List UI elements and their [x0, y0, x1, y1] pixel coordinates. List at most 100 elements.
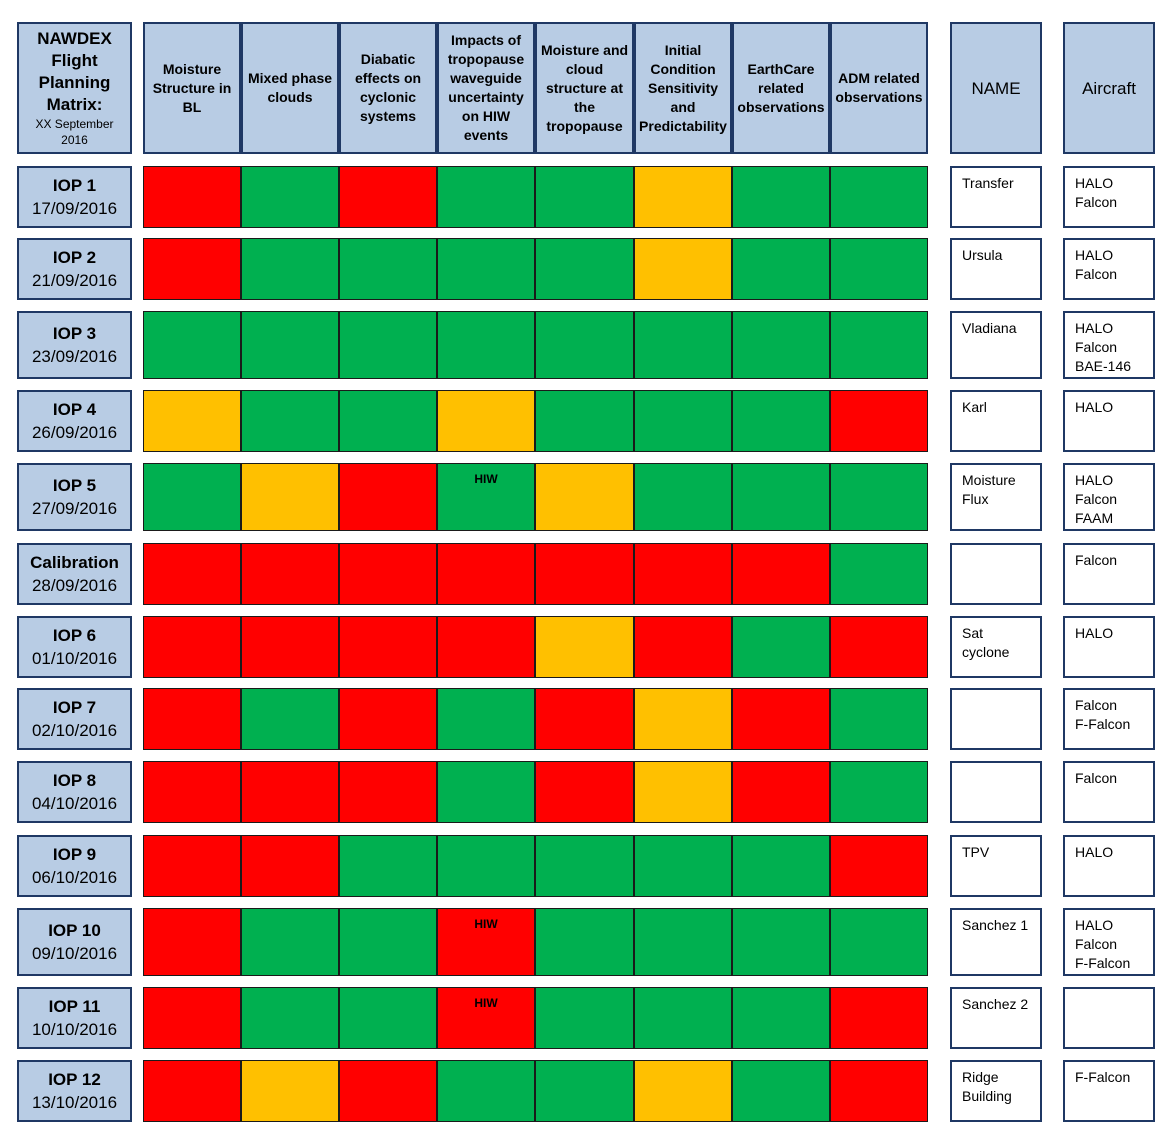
status-cell [143, 835, 241, 897]
status-cell [241, 908, 339, 976]
status-cell [830, 166, 928, 228]
row-date: 04/10/2016 [31, 794, 118, 813]
mission-name: Vladiana [950, 311, 1042, 379]
status-cell [732, 311, 830, 379]
objective-header-8: ADM related observations [830, 22, 928, 154]
status-cell [535, 616, 634, 678]
status-cell [143, 543, 241, 605]
row-id: IOP 3 [52, 324, 97, 343]
row-date: 17/09/2016 [31, 199, 118, 218]
row-label: IOP 9 06/10/2016 [17, 835, 132, 897]
status-cell [241, 616, 339, 678]
status-cell [143, 616, 241, 678]
status-cell [732, 463, 830, 531]
aircraft-list: HALO Falcon [1063, 166, 1155, 228]
row-id: IOP 1 [52, 176, 97, 195]
status-cell [634, 616, 732, 678]
hiw-label: HIW [474, 472, 498, 486]
row-date: 26/09/2016 [31, 423, 118, 442]
status-cell [830, 688, 928, 750]
objective-header-5: Moisture and cloud structure at the trop… [535, 22, 634, 154]
row-label: IOP 5 27/09/2016 [17, 463, 132, 531]
status-cell [535, 1060, 634, 1122]
status-cell [732, 543, 830, 605]
mission-name [950, 543, 1042, 605]
status-cell [535, 835, 634, 897]
aircraft-column-header: Aircraft [1063, 22, 1155, 154]
hiw-label: HIW [474, 917, 498, 931]
aircraft-list: Falcon [1063, 543, 1155, 605]
row-date: 27/09/2016 [31, 499, 118, 518]
status-cell [535, 543, 634, 605]
status-cell [830, 543, 928, 605]
status-cell [437, 311, 535, 379]
name-column-header: NAME [950, 22, 1042, 154]
row-id: IOP 8 [52, 771, 97, 790]
status-cell [339, 463, 437, 531]
status-cell: HIW [437, 987, 535, 1049]
status-cell [241, 311, 339, 379]
status-cell [143, 1060, 241, 1122]
status-cell [241, 987, 339, 1049]
status-cell [437, 543, 535, 605]
aircraft-list: HALO [1063, 390, 1155, 452]
row-label: IOP 11 10/10/2016 [17, 987, 132, 1049]
mission-name [950, 761, 1042, 823]
mission-name: Ursula [950, 238, 1042, 300]
status-cell [732, 835, 830, 897]
row-id: IOP 2 [52, 248, 97, 267]
status-cell [732, 688, 830, 750]
status-cell [339, 835, 437, 897]
status-cell [535, 761, 634, 823]
mission-name: Sanchez 2 [950, 987, 1042, 1049]
aircraft-list: HALO [1063, 835, 1155, 897]
objective-header-3: Diabatic effects on cyclonic systems [339, 22, 437, 154]
row-id: IOP 6 [52, 626, 97, 645]
row-label: IOP 2 21/09/2016 [17, 238, 132, 300]
objective-header-1: Moisture Structure in BL [143, 22, 241, 154]
row-date: 23/09/2016 [31, 347, 118, 366]
status-cell [339, 688, 437, 750]
status-cell [339, 1060, 437, 1122]
status-cell [830, 908, 928, 976]
status-cell [732, 1060, 830, 1122]
mission-name: Transfer [950, 166, 1042, 228]
row-date: 01/10/2016 [31, 649, 118, 668]
status-cell [634, 908, 732, 976]
aircraft-list: HALO Falcon FAAM [1063, 463, 1155, 531]
status-cell [437, 390, 535, 452]
status-cell [634, 463, 732, 531]
status-cell [339, 908, 437, 976]
status-cell [830, 238, 928, 300]
row-id: IOP 7 [52, 698, 97, 717]
row-label: IOP 12 13/10/2016 [17, 1060, 132, 1122]
row-id: IOP 4 [52, 400, 97, 419]
status-cell [241, 463, 339, 531]
status-cell [241, 543, 339, 605]
row-label: IOP 1 17/09/2016 [17, 166, 132, 228]
row-id: IOP 9 [52, 845, 97, 864]
status-cell [535, 463, 634, 531]
row-label: Calibration 28/09/2016 [17, 543, 132, 605]
row-label: IOP 4 26/09/2016 [17, 390, 132, 452]
matrix-subtitle: XX September 2016 [35, 117, 114, 147]
status-cell [241, 688, 339, 750]
row-id: IOP 10 [48, 921, 101, 940]
status-cell [732, 166, 830, 228]
status-cell [535, 987, 634, 1049]
status-cell [634, 238, 732, 300]
mission-name: Sanchez 1 [950, 908, 1042, 976]
status-cell [241, 238, 339, 300]
row-date: 28/09/2016 [31, 576, 118, 595]
status-cell: HIW [437, 908, 535, 976]
matrix-title: NAWDEX Flight Planning Matrix: [37, 29, 112, 114]
row-label: IOP 3 23/09/2016 [17, 311, 132, 379]
row-label: IOP 10 09/10/2016 [17, 908, 132, 976]
status-cell [437, 761, 535, 823]
aircraft-list: Falcon [1063, 761, 1155, 823]
status-cell [437, 616, 535, 678]
status-cell [339, 311, 437, 379]
mission-name: Moisture Flux [950, 463, 1042, 531]
status-cell [830, 463, 928, 531]
row-date: 06/10/2016 [31, 868, 118, 887]
